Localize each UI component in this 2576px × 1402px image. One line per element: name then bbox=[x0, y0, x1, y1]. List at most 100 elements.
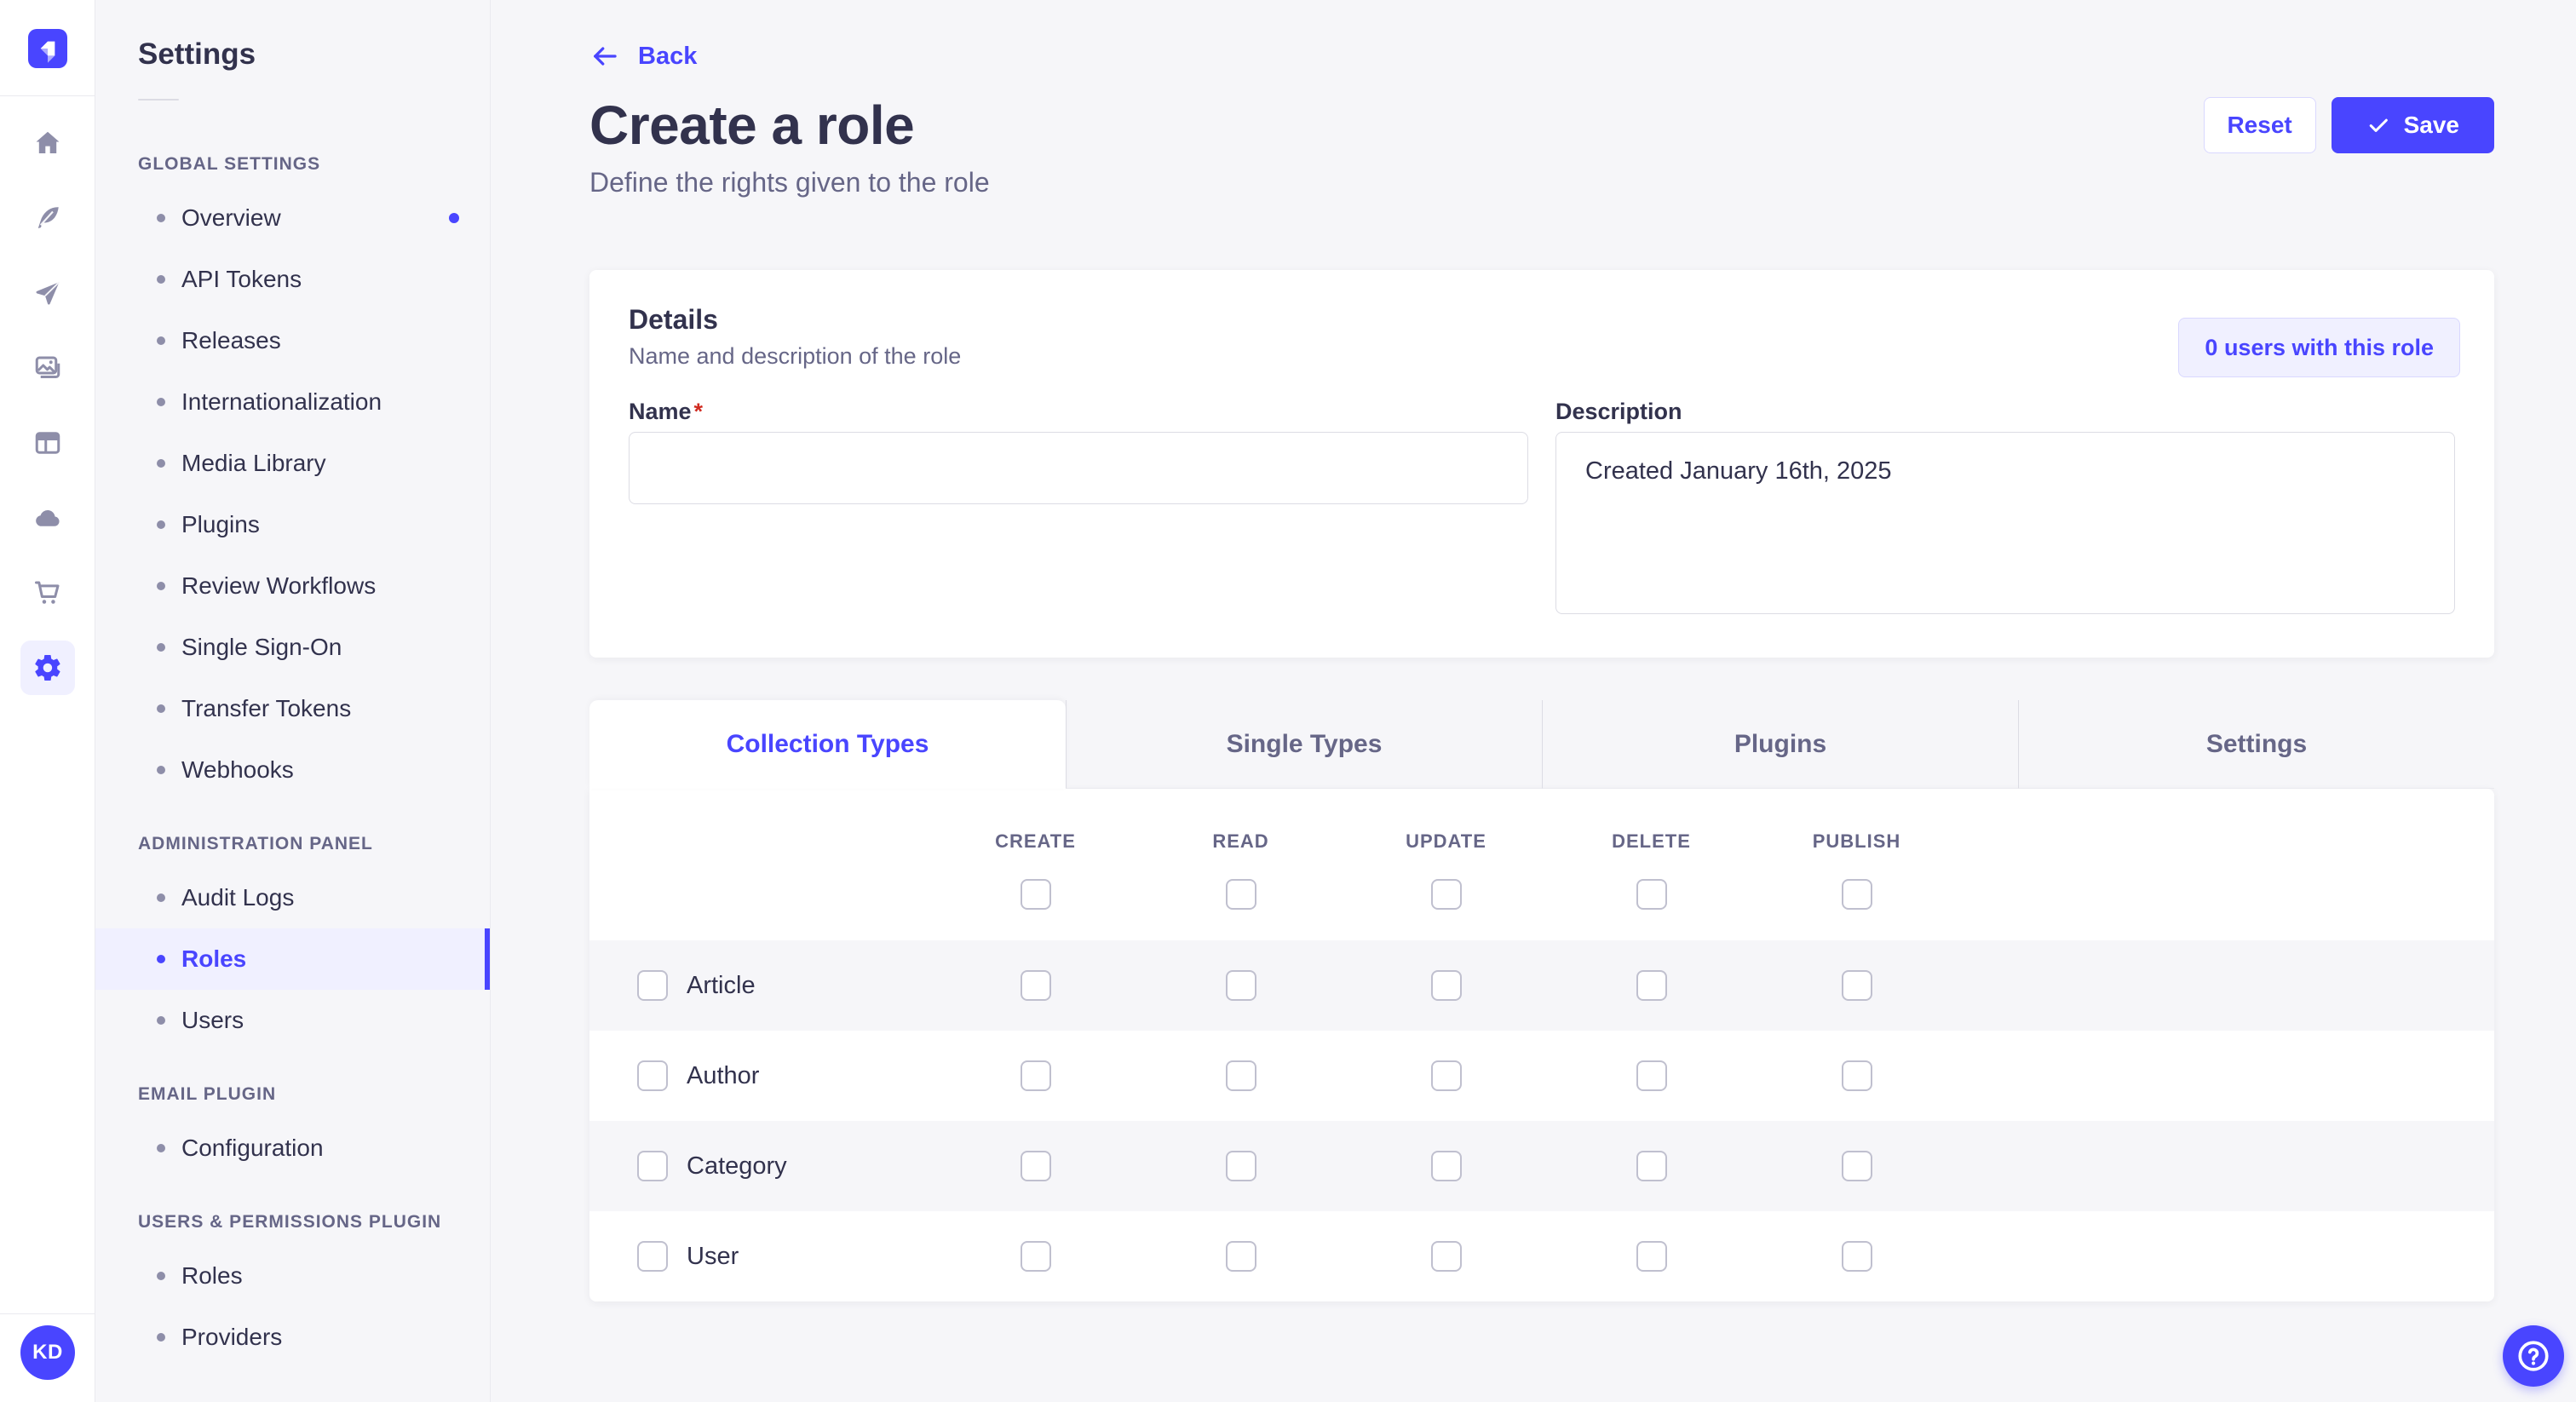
checkbox-user-create[interactable] bbox=[1020, 1241, 1051, 1272]
users-with-role-button[interactable]: 0 users with this role bbox=[2178, 318, 2460, 377]
sidebar-item-api-tokens[interactable]: API Tokens bbox=[95, 249, 490, 310]
back-label: Back bbox=[638, 42, 698, 70]
tab-plugins[interactable]: Plugins bbox=[1542, 700, 2018, 789]
content-manager-button[interactable] bbox=[10, 405, 85, 480]
bullet-dot bbox=[157, 766, 165, 774]
sidebar-title-divider bbox=[138, 99, 179, 101]
checkbox-article-delete[interactable] bbox=[1636, 970, 1667, 1001]
bullet-dot bbox=[157, 704, 165, 713]
sidebar-item-internationalization[interactable]: Internationalization bbox=[95, 371, 490, 433]
bullet-dot bbox=[157, 1272, 165, 1280]
cart-icon bbox=[34, 581, 59, 604]
sidebar-item-roles-admin[interactable]: Roles bbox=[95, 928, 490, 990]
role-name-input[interactable] bbox=[629, 432, 1528, 504]
checkbox-category-read[interactable] bbox=[1225, 1151, 1256, 1181]
sidebar-header: Settings bbox=[95, 0, 490, 101]
checkbox-all-publish[interactable] bbox=[1841, 879, 1872, 910]
checkbox-author-delete[interactable] bbox=[1636, 1060, 1667, 1091]
checkbox-category-publish[interactable] bbox=[1841, 1151, 1872, 1181]
rail-divider bbox=[0, 95, 95, 96]
checkbox-user-update[interactable] bbox=[1430, 1241, 1462, 1272]
media-library-button[interactable] bbox=[10, 330, 85, 405]
sidebar-item-configuration[interactable]: Configuration bbox=[95, 1118, 490, 1179]
back-link[interactable]: Back bbox=[589, 41, 697, 72]
description-field-group: Description Created January 16th, 2025 bbox=[1555, 399, 2455, 618]
section-label-email-plugin: EMAIL PLUGIN bbox=[138, 1084, 277, 1104]
checkbox-article-update[interactable] bbox=[1430, 970, 1462, 1001]
permissions-table-head: Create Read Update Delete Publish bbox=[589, 789, 2494, 940]
user-avatar[interactable]: KD bbox=[20, 1325, 75, 1380]
sidebar-item-media-library[interactable]: Media Library bbox=[95, 433, 490, 494]
checkbox-all-delete[interactable] bbox=[1636, 879, 1667, 910]
header-actions: Reset Save bbox=[2203, 97, 2494, 153]
sidebar-item-providers[interactable]: Providers bbox=[95, 1307, 490, 1368]
permissions-table: Create Read Update Delete Publish bbox=[589, 789, 2494, 1301]
row-label-user: User bbox=[687, 1242, 739, 1270]
strapi-logo[interactable] bbox=[28, 29, 67, 68]
save-button[interactable]: Save bbox=[2331, 97, 2494, 153]
sidebar-item-roles-up[interactable]: Roles bbox=[95, 1245, 490, 1307]
checkbox-author-all[interactable] bbox=[637, 1060, 668, 1091]
checkbox-all-read[interactable] bbox=[1225, 879, 1256, 910]
save-label: Save bbox=[2403, 112, 2459, 138]
sidebar-item-users[interactable]: Users bbox=[95, 990, 490, 1051]
sidebar-item-releases[interactable]: Releases bbox=[95, 310, 490, 371]
bullet-dot bbox=[157, 955, 165, 963]
feather-icon bbox=[37, 207, 59, 228]
tab-single-types[interactable]: Single Types bbox=[1066, 700, 1542, 789]
checkbox-article-create[interactable] bbox=[1020, 970, 1051, 1001]
details-subtitle: Name and description of the role bbox=[629, 343, 962, 369]
row-label-article: Article bbox=[687, 971, 756, 999]
cloud-icon bbox=[35, 510, 60, 526]
permission-row-article: Article bbox=[589, 940, 2494, 1031]
bullet-dot bbox=[157, 398, 165, 406]
marketplace-button[interactable] bbox=[10, 555, 85, 630]
permission-row-category: Category bbox=[589, 1121, 2494, 1211]
main-content: Back Create a role Define the rights giv… bbox=[491, 0, 2576, 1402]
checkbox-user-publish[interactable] bbox=[1841, 1241, 1872, 1272]
sidebar-item-audit-logs[interactable]: Audit Logs bbox=[95, 867, 490, 928]
section-label-users-permissions-plugin: USERS & PERMISSIONS PLUGIN bbox=[138, 1212, 442, 1232]
checkbox-all-create[interactable] bbox=[1020, 879, 1051, 910]
sidebar-item-plugins[interactable]: Plugins bbox=[95, 494, 490, 555]
checkbox-category-all[interactable] bbox=[637, 1151, 668, 1181]
reset-button[interactable]: Reset bbox=[2203, 97, 2316, 153]
home-button[interactable] bbox=[10, 106, 85, 181]
media-library-icon bbox=[35, 356, 60, 378]
sidebar-item-webhooks[interactable]: Webhooks bbox=[95, 739, 490, 801]
checkbox-article-all[interactable] bbox=[637, 970, 668, 1001]
deploy-button[interactable] bbox=[10, 256, 85, 330]
bullet-dot bbox=[157, 214, 165, 222]
name-label: Name * bbox=[629, 399, 704, 424]
sidebar-item-overview[interactable]: Overview bbox=[95, 187, 490, 249]
cloud-button[interactable] bbox=[10, 480, 85, 555]
column-header-create: Create bbox=[995, 830, 1076, 852]
sidebar-item-single-sign-on[interactable]: Single Sign-On bbox=[95, 617, 490, 678]
checkbox-user-delete[interactable] bbox=[1636, 1241, 1667, 1272]
avatar-initials: KD bbox=[32, 1341, 63, 1364]
checkbox-user-all[interactable] bbox=[637, 1241, 668, 1272]
checkbox-article-publish[interactable] bbox=[1841, 970, 1872, 1001]
help-button[interactable] bbox=[2503, 1325, 2564, 1387]
bullet-dot bbox=[157, 1144, 165, 1152]
checkbox-author-update[interactable] bbox=[1430, 1060, 1462, 1091]
tab-collection-types[interactable]: Collection Types bbox=[589, 700, 1066, 789]
checkbox-category-update[interactable] bbox=[1430, 1151, 1462, 1181]
checkbox-category-delete[interactable] bbox=[1636, 1151, 1667, 1181]
checkbox-author-create[interactable] bbox=[1020, 1060, 1051, 1091]
settings-sidebar: Settings GLOBAL SETTINGS Overview API To… bbox=[95, 0, 491, 1402]
check-icon bbox=[2369, 118, 2388, 132]
checkbox-author-read[interactable] bbox=[1225, 1060, 1256, 1091]
checkbox-category-create[interactable] bbox=[1020, 1151, 1051, 1181]
checkbox-all-update[interactable] bbox=[1430, 879, 1462, 910]
tab-settings[interactable]: Settings bbox=[2018, 700, 2494, 789]
content-type-builder-button[interactable] bbox=[10, 181, 85, 256]
role-description-textarea[interactable]: Created January 16th, 2025 bbox=[1555, 432, 2455, 614]
sidebar-item-review-workflows[interactable]: Review Workflows bbox=[95, 555, 490, 617]
checkbox-author-publish[interactable] bbox=[1841, 1060, 1872, 1091]
settings-button[interactable] bbox=[10, 630, 85, 705]
sidebar-item-transfer-tokens[interactable]: Transfer Tokens bbox=[95, 678, 490, 739]
checkbox-user-read[interactable] bbox=[1225, 1241, 1256, 1272]
checkbox-article-read[interactable] bbox=[1225, 970, 1256, 1001]
